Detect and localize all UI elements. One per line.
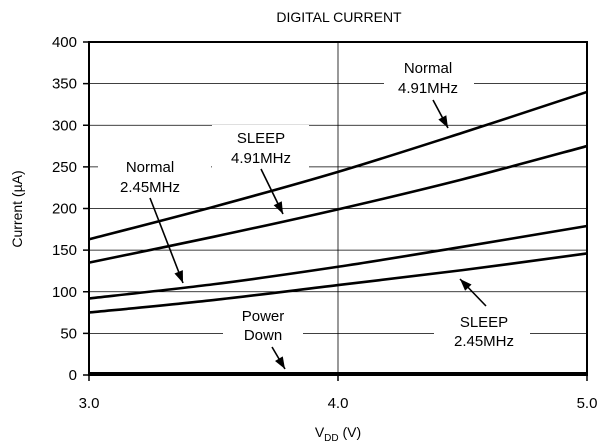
annotation-backdrop: [384, 55, 474, 99]
annotation-text: Power: [242, 308, 285, 325]
annotation-text: SLEEP: [460, 314, 508, 331]
series-normal-4-91mhz: [88, 90, 588, 241]
series-sleep-2-45mhz: [88, 252, 588, 314]
annotation-power-down: Power Down: [223, 303, 303, 370]
annotation-text: Normal: [404, 60, 452, 77]
annotation-text: 4.91MHz: [231, 150, 291, 167]
annotation-arrow-head: [273, 201, 283, 214]
annotation-backdrop: [434, 309, 530, 354]
annotation-sleep-2-45mhz: SLEEP 2.45MHz: [434, 278, 530, 354]
y-tick-label: 350: [52, 76, 77, 93]
y-tick-label: 400: [52, 34, 77, 51]
y-tick-label: 250: [52, 159, 77, 176]
annotation-backdrop: [223, 303, 303, 347]
annotation-arrow-head: [174, 270, 183, 283]
chart-title: DIGITAL CURRENT: [276, 9, 402, 25]
annotation-normal-4-91mhz: Normal 4.91MHz: [384, 55, 474, 129]
y-tick-label: 150: [52, 242, 77, 259]
x-axis-title-main: V: [315, 424, 325, 440]
x-tick-label: 3.0: [79, 395, 100, 412]
annotation-text: 4.91MHz: [398, 80, 458, 97]
annotation-normal-2-45mhz: Normal 2.45MHz: [98, 153, 211, 284]
annotation-text: 2.45MHz: [454, 333, 514, 350]
annotation-backdrop: [98, 153, 211, 198]
y-tick-label: 300: [52, 117, 77, 134]
annotation-arrow-head: [460, 279, 472, 291]
y-tick-label: 50: [60, 325, 77, 342]
annotation-arrow-head: [275, 356, 285, 369]
annotation-text: Normal: [126, 159, 174, 176]
series-sleep-4-91mhz: [88, 144, 588, 264]
y-axis-title: Current (µA): [9, 170, 25, 247]
y-axis: 0 50 100 150 200 250 300 350 400: [52, 34, 89, 384]
series-lines: [88, 90, 588, 375]
x-axis: 3.0 4.0 5.0: [79, 375, 598, 412]
annotation-text: Down: [244, 327, 282, 344]
x-tick-label: 5.0: [577, 395, 598, 412]
x-axis-title: VDD (V): [315, 424, 361, 444]
annotation-sleep-4-91mhz: SLEEP 4.91MHz: [212, 125, 309, 215]
series-normal-2-45mhz: [88, 224, 588, 300]
annotation-text: 2.45MHz: [120, 179, 180, 196]
annotation-arrow-shaft: [149, 197, 184, 284]
annotation-backdrop: [212, 125, 309, 169]
x-axis-title-subscript: DD: [324, 433, 338, 444]
annotation-arrow-head: [438, 115, 448, 128]
y-tick-label: 200: [52, 201, 77, 218]
annotations: Normal 4.91MHz SLEEP 4.91MHz Normal 2.45MHz Po…: [98, 55, 530, 370]
x-tick-label: 4.0: [328, 395, 349, 412]
annotation-text: SLEEP: [237, 130, 285, 147]
y-tick-label: 0: [69, 367, 77, 384]
y-tick-label: 100: [52, 284, 77, 301]
x-axis-title-unit: (V): [339, 424, 362, 440]
